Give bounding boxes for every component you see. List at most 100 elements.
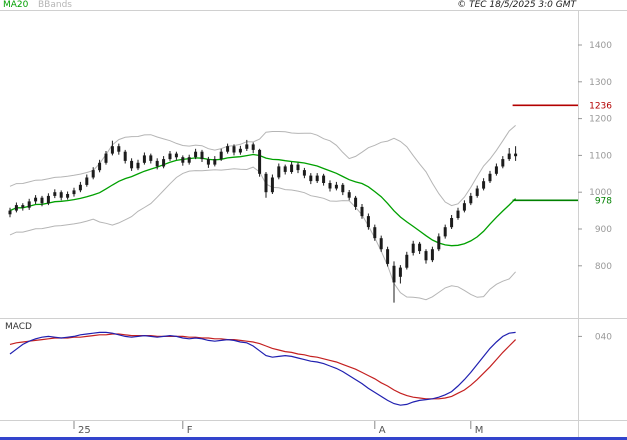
candle: [405, 251, 409, 270]
candle: [366, 213, 370, 230]
candle: [514, 146, 518, 161]
candle: [72, 187, 76, 197]
candle: [85, 174, 89, 187]
candle: [174, 151, 178, 160]
copyright-text: © TEC 18/5/2025 3:0 GMT: [457, 0, 576, 10]
candle: [379, 235, 383, 252]
candle: [34, 195, 38, 204]
candle: [475, 185, 479, 198]
candle: [411, 240, 415, 256]
candle: [155, 158, 159, 170]
candle: [46, 193, 50, 206]
ma20-legend-label: MA20: [3, 0, 29, 10]
candle: [251, 142, 255, 154]
candle: [424, 249, 428, 264]
y-axis-label: 1200: [589, 115, 612, 125]
candle: [187, 154, 191, 165]
candle: [277, 163, 281, 180]
candle: [27, 198, 31, 210]
bollinger-lower-line: [9, 166, 516, 301]
candle: [302, 167, 306, 179]
candle: [322, 173, 326, 186]
macd-line: [9, 331, 516, 406]
candle: [91, 167, 95, 180]
candle: [53, 189, 57, 199]
candle: [386, 246, 390, 267]
candle: [494, 163, 498, 176]
candle: [130, 158, 134, 171]
y-axis-label: 900: [595, 225, 612, 235]
candle: [430, 246, 434, 263]
candle: [14, 202, 18, 213]
candle: [238, 145, 242, 155]
candle: [462, 200, 466, 213]
candle: [341, 183, 345, 196]
candle: [136, 159, 140, 171]
candle: [373, 224, 377, 241]
candle: [245, 139, 249, 151]
x-axis-label: 25: [78, 425, 91, 436]
candle: [117, 143, 121, 155]
candle: [328, 180, 332, 192]
candle: [66, 191, 70, 200]
bollinger-upper-line: [9, 125, 516, 207]
candle: [142, 152, 146, 165]
x-axis-label: F: [187, 425, 193, 436]
bbands-legend-label: BBands: [38, 0, 72, 10]
candle: [482, 178, 486, 191]
resistance-level-label: 1236: [589, 101, 612, 111]
candle: [270, 174, 274, 194]
y-axis-label: 1100: [589, 151, 612, 161]
candle: [123, 149, 127, 164]
support-level-label: 978: [595, 196, 612, 206]
legend-bar: MA20 BBands © TEC 18/5/2025 3:0 GMT: [0, 0, 627, 10]
candle: [104, 151, 108, 165]
candle: [226, 143, 230, 154]
macd-panel-label: MACD: [5, 322, 32, 332]
candle: [347, 190, 351, 201]
x-axis-label: M: [475, 425, 484, 436]
candle: [200, 149, 204, 162]
candle: [78, 181, 82, 193]
candle: [162, 156, 166, 169]
candle: [315, 173, 319, 183]
candle: [334, 181, 338, 191]
candle: [469, 192, 473, 206]
candle: [258, 148, 262, 177]
candle: [206, 156, 210, 168]
candle: [59, 190, 63, 201]
candle: [149, 153, 153, 164]
y-axis-label: 800: [595, 262, 612, 272]
candle: [21, 203, 25, 211]
candle: [283, 164, 287, 175]
candle: [443, 224, 447, 239]
signal-line: [9, 333, 517, 400]
candle: [456, 207, 460, 220]
y-axis-label: 1300: [589, 78, 612, 88]
candle: [392, 261, 396, 303]
candle: [168, 151, 172, 161]
candle: [501, 156, 505, 169]
candle: [437, 233, 441, 252]
candle: [450, 215, 454, 229]
candle: [181, 155, 185, 166]
candle: [219, 148, 223, 161]
candle: [488, 170, 492, 183]
macd-axis-label: 040: [595, 332, 612, 342]
candle: [354, 195, 358, 210]
candle: [98, 159, 102, 173]
x-axis-label: A: [379, 425, 386, 436]
y-axis-label: 1000: [589, 188, 612, 198]
candle: [290, 162, 294, 174]
ma20-line: [9, 153, 517, 247]
candle: [213, 156, 217, 167]
candle: [507, 148, 511, 161]
bottom-bar: [0, 437, 627, 440]
candle: [8, 207, 12, 218]
candle: [40, 195, 44, 207]
candle: [110, 140, 114, 156]
candle: [194, 148, 198, 160]
candle: [418, 241, 422, 254]
